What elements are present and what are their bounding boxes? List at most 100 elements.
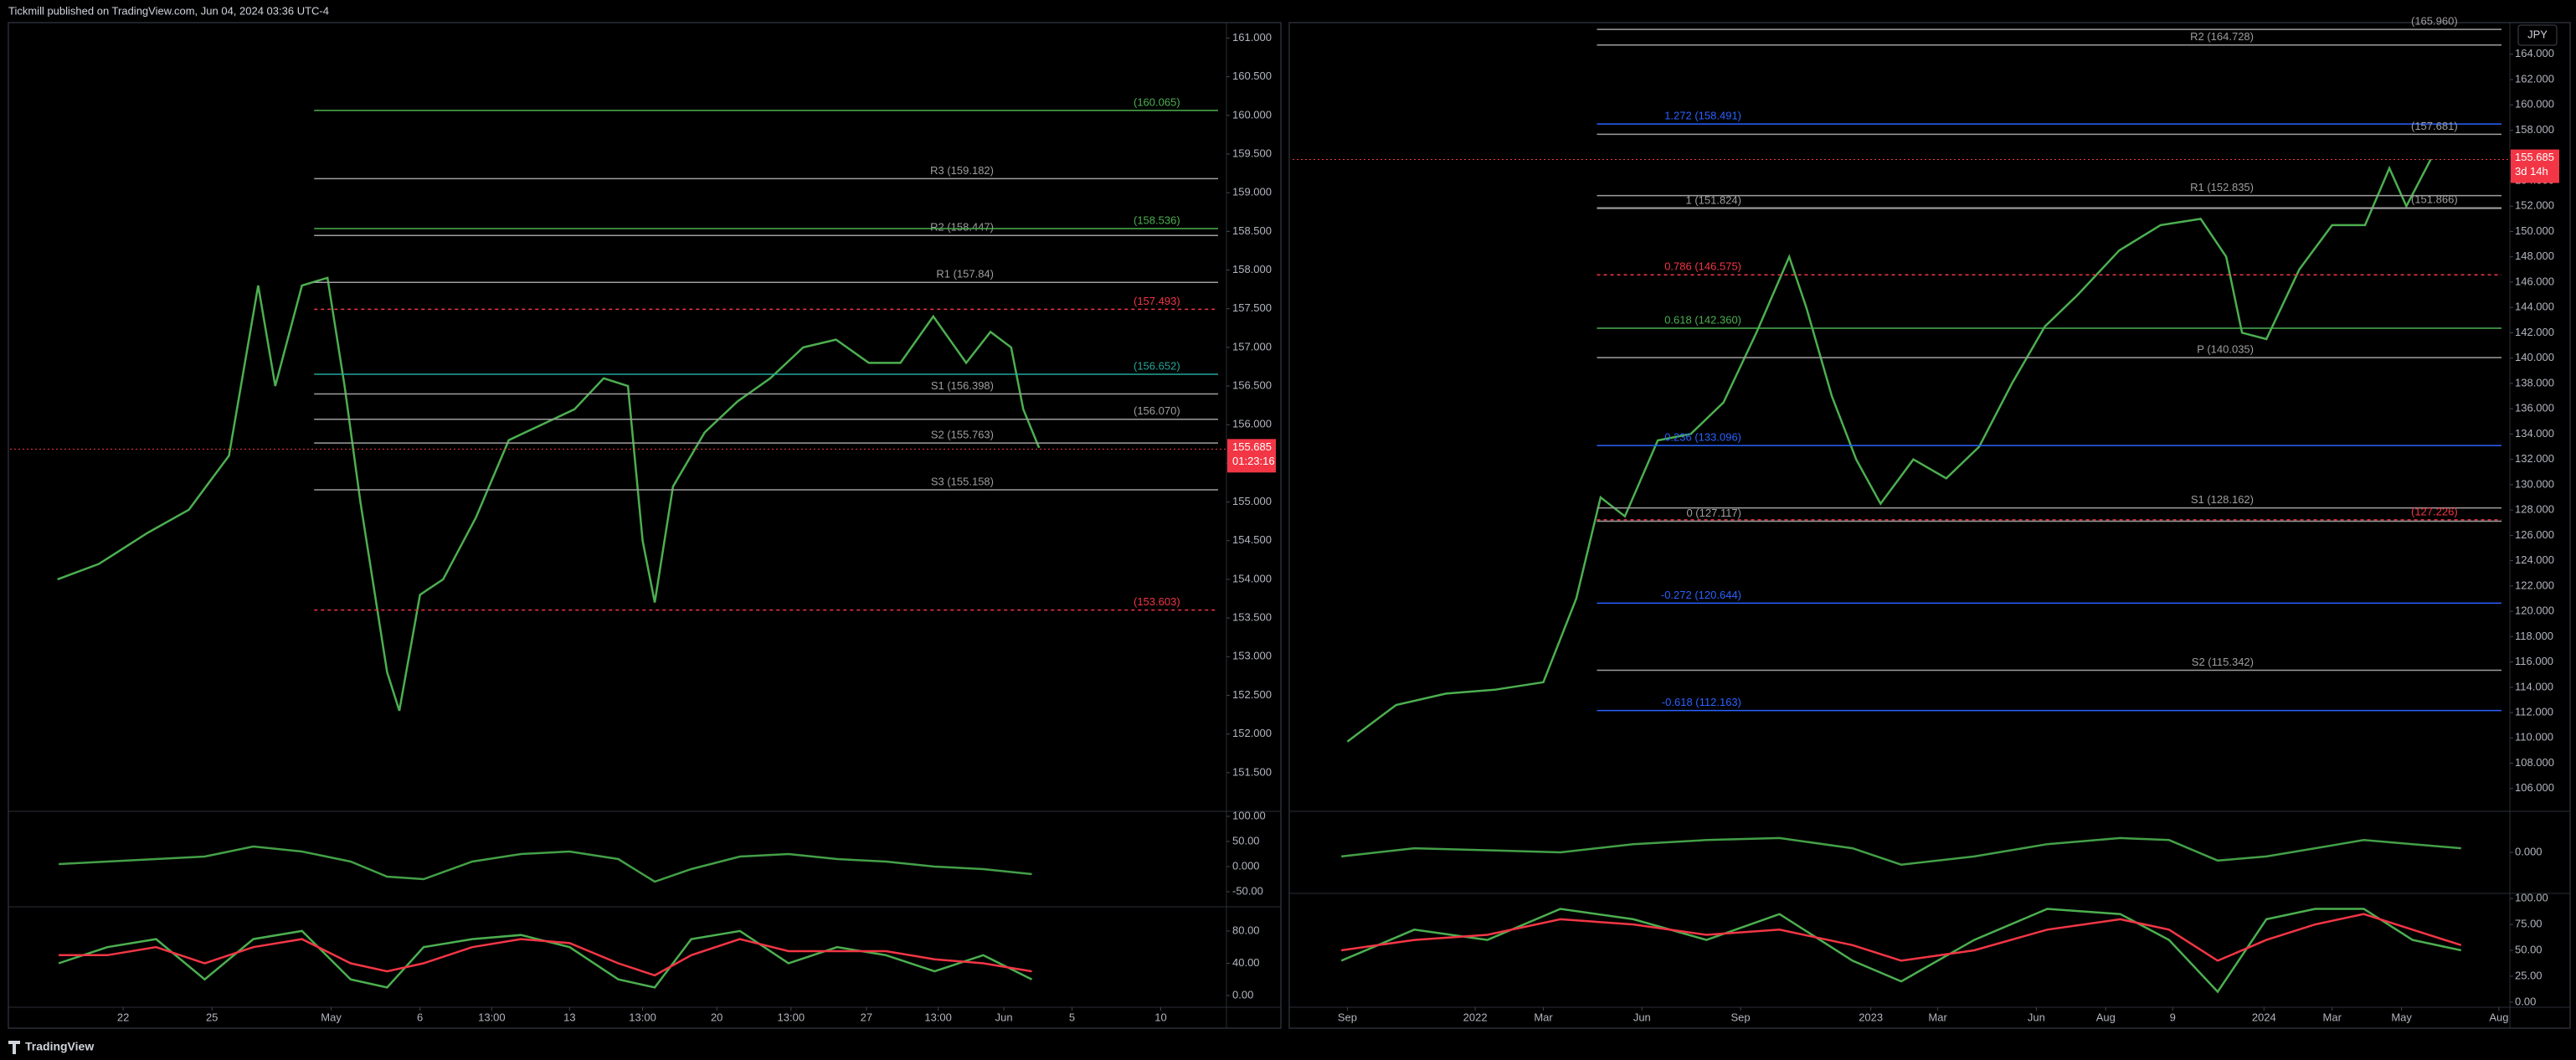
y-tick-label: 75.00 xyxy=(2515,918,2543,930)
footer-brand: TradingView xyxy=(25,1040,94,1053)
y-tick-label: 50.00 xyxy=(1232,834,1260,846)
pivot-label: S3 (155.158) xyxy=(931,475,994,487)
x-tick-label: Jun xyxy=(995,1011,1013,1023)
series-line xyxy=(57,276,1041,712)
y-tick-label: 100.00 xyxy=(1232,809,1266,821)
y-tick-label: 122.000 xyxy=(2515,579,2554,591)
y-tick-label: 160.000 xyxy=(1232,108,1272,121)
y-tick-label: 151.500 xyxy=(1232,765,1272,778)
y-tick-label: 108.000 xyxy=(2515,756,2554,769)
y-tick-label: 158.000 xyxy=(2515,123,2554,136)
y-tick-label: 160.500 xyxy=(1232,69,1272,82)
x-tick-label: 27 xyxy=(861,1011,872,1023)
x-tick-label: 6 xyxy=(417,1011,423,1023)
y-tick-label: 161.000 xyxy=(1232,31,1272,44)
fib-label: 0.786 (146.575) xyxy=(1664,260,1741,273)
level-label: (156.652) xyxy=(1134,359,1180,372)
y-tick-label: 155.000 xyxy=(1232,495,1272,507)
y-tick-label: 100.00 xyxy=(2515,892,2548,904)
x-tick-label: 13:00 xyxy=(924,1011,952,1023)
level-label: (165.960) xyxy=(2411,15,2458,28)
y-tick-label: 159.000 xyxy=(1232,186,1272,198)
y-tick-label: 146.000 xyxy=(2515,275,2554,287)
x-tick-label: 2023 xyxy=(1859,1011,1883,1023)
y-tick-label: 140.000 xyxy=(2515,351,2554,363)
y-tick-label: 159.500 xyxy=(1232,147,1272,159)
level-label: (151.866) xyxy=(2411,193,2458,206)
y-tick-label: 0.00 xyxy=(1232,988,1253,1001)
x-tick-label: Mar xyxy=(1928,1011,1947,1023)
last-price-box xyxy=(1227,439,1276,473)
pivot-label: R2 (164.728) xyxy=(2190,30,2254,43)
series-line xyxy=(59,845,1032,883)
y-tick-label: 0.000 xyxy=(2515,845,2543,857)
y-tick-label: 120.000 xyxy=(2515,605,2554,617)
y-tick-label: 160.000 xyxy=(2515,98,2554,111)
x-tick-label: Aug xyxy=(2096,1011,2116,1023)
y-tick-label: 152.000 xyxy=(1232,727,1272,739)
y-tick-label: 80.00 xyxy=(1232,924,1260,936)
y-tick-label: 25.00 xyxy=(2515,969,2543,981)
x-tick-label: 10 xyxy=(1154,1011,1166,1023)
x-tick-label: 2022 xyxy=(1463,1011,1488,1023)
y-tick-label: 144.000 xyxy=(2515,301,2554,313)
y-tick-label: 153.000 xyxy=(1232,650,1272,662)
level-label: (157.681) xyxy=(2411,120,2458,132)
countdown-label: 3d 14h xyxy=(2515,165,2548,178)
fib-label: 0.236 (133.096) xyxy=(1664,431,1741,444)
series-line xyxy=(1341,913,2462,962)
y-tick-label: 136.000 xyxy=(2515,402,2554,414)
x-tick-label: 13 xyxy=(563,1011,575,1023)
fib-label: -0.272 (120.644) xyxy=(1661,589,1741,601)
fib-label: 0.618 (142.360) xyxy=(1664,313,1741,326)
series-line xyxy=(1340,908,2462,994)
x-tick-label: 25 xyxy=(206,1011,218,1023)
left-panel xyxy=(8,22,1282,1029)
x-tick-label: May xyxy=(2391,1011,2412,1023)
pivot-label: S2 (155.763) xyxy=(931,429,994,441)
pivot-label: R1 (157.84) xyxy=(936,268,994,280)
x-tick-label: Aug xyxy=(2489,1011,2508,1023)
level-label: (156.070) xyxy=(1134,404,1180,417)
y-tick-label: 152.000 xyxy=(2515,199,2554,212)
pivot-label: P (140.035) xyxy=(2197,343,2254,356)
y-tick-label: 126.000 xyxy=(2515,528,2554,541)
x-tick-label: Sep xyxy=(1338,1011,1357,1023)
y-tick-label: 118.000 xyxy=(2515,630,2553,642)
x-tick-label: May xyxy=(321,1011,342,1023)
level-label: (153.603) xyxy=(1134,595,1180,608)
currency-label[interactable]: JPY xyxy=(2527,28,2548,40)
y-tick-label: 112.000 xyxy=(2515,705,2553,718)
pivot-label: S1 (156.398) xyxy=(931,379,994,392)
y-tick-label: 40.00 xyxy=(1232,956,1260,969)
level-label: (127.226) xyxy=(2411,505,2458,517)
fib-label: 0 (127.117) xyxy=(1686,507,1741,519)
last-price-label: 155.685 xyxy=(2515,151,2554,163)
y-tick-label: 162.000 xyxy=(2515,72,2554,85)
x-tick-label: 9 xyxy=(2170,1011,2176,1023)
y-tick-label: 124.000 xyxy=(2515,553,2554,566)
y-tick-label: 156.500 xyxy=(1232,378,1272,391)
level-label: (158.536) xyxy=(1134,214,1180,226)
y-tick-label: 154.000 xyxy=(1232,572,1272,584)
currency-button[interactable] xyxy=(2517,24,2558,46)
y-tick-label: 158.000 xyxy=(1232,263,1272,275)
y-tick-label: -50.00 xyxy=(1232,884,1263,897)
fib-label: 1 (151.824) xyxy=(1686,193,1742,206)
y-tick-label: 152.500 xyxy=(1232,688,1272,701)
y-tick-label: 116.000 xyxy=(2515,655,2553,667)
y-tick-label: 134.000 xyxy=(2515,427,2554,440)
x-tick-label: 5 xyxy=(1069,1011,1075,1023)
pivot-label: S2 (115.342) xyxy=(2192,656,2254,668)
y-tick-label: 164.000 xyxy=(2515,47,2554,59)
header-title: Tickmill published on TradingView.com, J… xyxy=(8,4,329,17)
fib-label: 1.272 (158.491) xyxy=(1664,110,1741,122)
fib-label: -0.618 (112.163) xyxy=(1662,696,1741,708)
series-line xyxy=(1341,836,2461,866)
right-panel xyxy=(1288,22,2571,1029)
y-tick-label: 138.000 xyxy=(2515,376,2554,388)
x-tick-label: Mar xyxy=(2323,1011,2342,1023)
y-tick-label: 128.000 xyxy=(2515,503,2554,516)
x-tick-label: 22 xyxy=(117,1011,129,1023)
